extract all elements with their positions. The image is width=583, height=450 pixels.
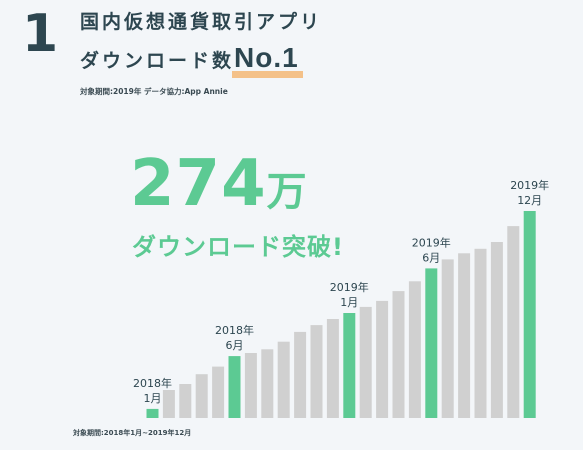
bar-2019-09 — [474, 248, 487, 418]
download-caption: ダウンロード突破! — [132, 233, 344, 261]
rank-number: 1 — [22, 4, 59, 64]
bar-2019-12 — [523, 211, 536, 418]
bar-label-2019-06-year: 2019年 — [412, 235, 451, 249]
bar-2019-11 — [507, 226, 520, 418]
bar-2018-06 — [228, 356, 241, 418]
headline-prefix: ダウンロード数 — [80, 50, 235, 72]
big-unit: 万 — [266, 169, 307, 215]
bar-2018-09 — [277, 341, 290, 418]
bar-2019-03 — [376, 300, 389, 418]
bar-2018-04 — [195, 374, 208, 418]
bar-2019-04 — [392, 291, 405, 418]
bar-label-2019-12-month: 12月 — [517, 194, 542, 207]
bar-label-2019-01-year: 2019年 — [330, 280, 369, 294]
bar-2018-07 — [244, 353, 257, 418]
bar-label-2018-06-year: 2018年 — [215, 323, 254, 337]
bar-label-2018-01-year: 2018年 — [133, 376, 172, 390]
headline-line-1: 国内仮想通貨取引アプリ — [80, 11, 323, 33]
bar-label-2018-06-month: 6月 — [226, 339, 244, 352]
bar-2019-02 — [359, 306, 372, 418]
bar-2018-02 — [162, 390, 175, 418]
bar-2018-01 — [146, 408, 159, 418]
bar-label-2019-12-year: 2019年 — [510, 178, 549, 192]
big-download-count: 274万 — [130, 152, 307, 216]
bar-2018-08 — [261, 349, 274, 418]
bar-label-2019-06-month: 6月 — [422, 251, 440, 264]
bottom-period-note: 対象期間:2018年1月~2019年12月 — [73, 429, 192, 437]
top-source-note: 対象期間:2019年 データ協力:App Annie — [80, 87, 228, 96]
bar-2019-10 — [490, 242, 503, 418]
bar-2019-05 — [408, 281, 421, 418]
bar-2018-11 — [310, 325, 323, 418]
bar-2018-12 — [326, 319, 339, 418]
bar-2018-10 — [294, 331, 307, 418]
bar-2018-05 — [212, 366, 225, 418]
bar-2019-08 — [458, 253, 471, 418]
bar-2019-01 — [343, 313, 356, 418]
bar-label-2018-01-month: 1月 — [144, 392, 162, 405]
bar-2018-03 — [179, 384, 192, 418]
big-number: 274 — [130, 147, 267, 221]
bar-label-2019-01-month: 1月 — [340, 296, 358, 309]
bar-2019-06 — [425, 268, 438, 418]
bar-2019-07 — [441, 259, 454, 418]
